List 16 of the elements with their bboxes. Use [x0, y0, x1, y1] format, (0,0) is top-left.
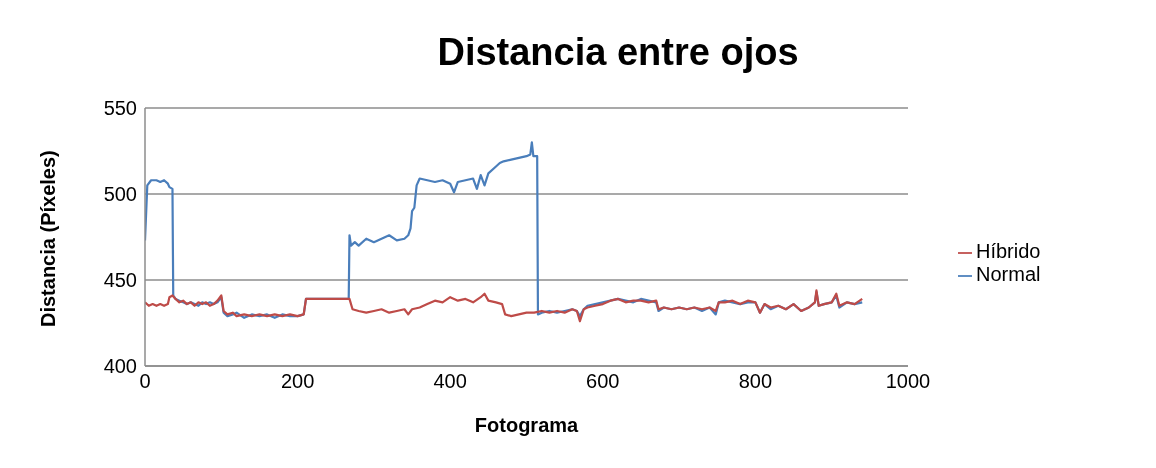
x-tick-label: 0	[139, 370, 151, 393]
x-tick-label: 200	[280, 370, 315, 393]
chart-title: Distancia entre ojos	[436, 30, 800, 75]
y-tick-label: 550	[103, 97, 137, 120]
line-series	[145, 289, 864, 323]
x-axis-title: Fotograma	[474, 414, 580, 436]
legend-label: Normal	[976, 263, 1041, 285]
x-tick-label: 400	[433, 370, 467, 393]
x-tick-label: 600	[586, 370, 620, 393]
y-tick-label: 450	[103, 269, 137, 292]
x-tick-label: 800	[738, 370, 773, 393]
y-tick-label: 500	[103, 183, 137, 206]
y-axis-title: Distancia (Píxeles)	[37, 150, 60, 327]
legend-label: Híbrido	[976, 240, 1041, 262]
y-tick-label: 400	[103, 355, 137, 378]
x-tick-label: 1000	[885, 370, 931, 393]
